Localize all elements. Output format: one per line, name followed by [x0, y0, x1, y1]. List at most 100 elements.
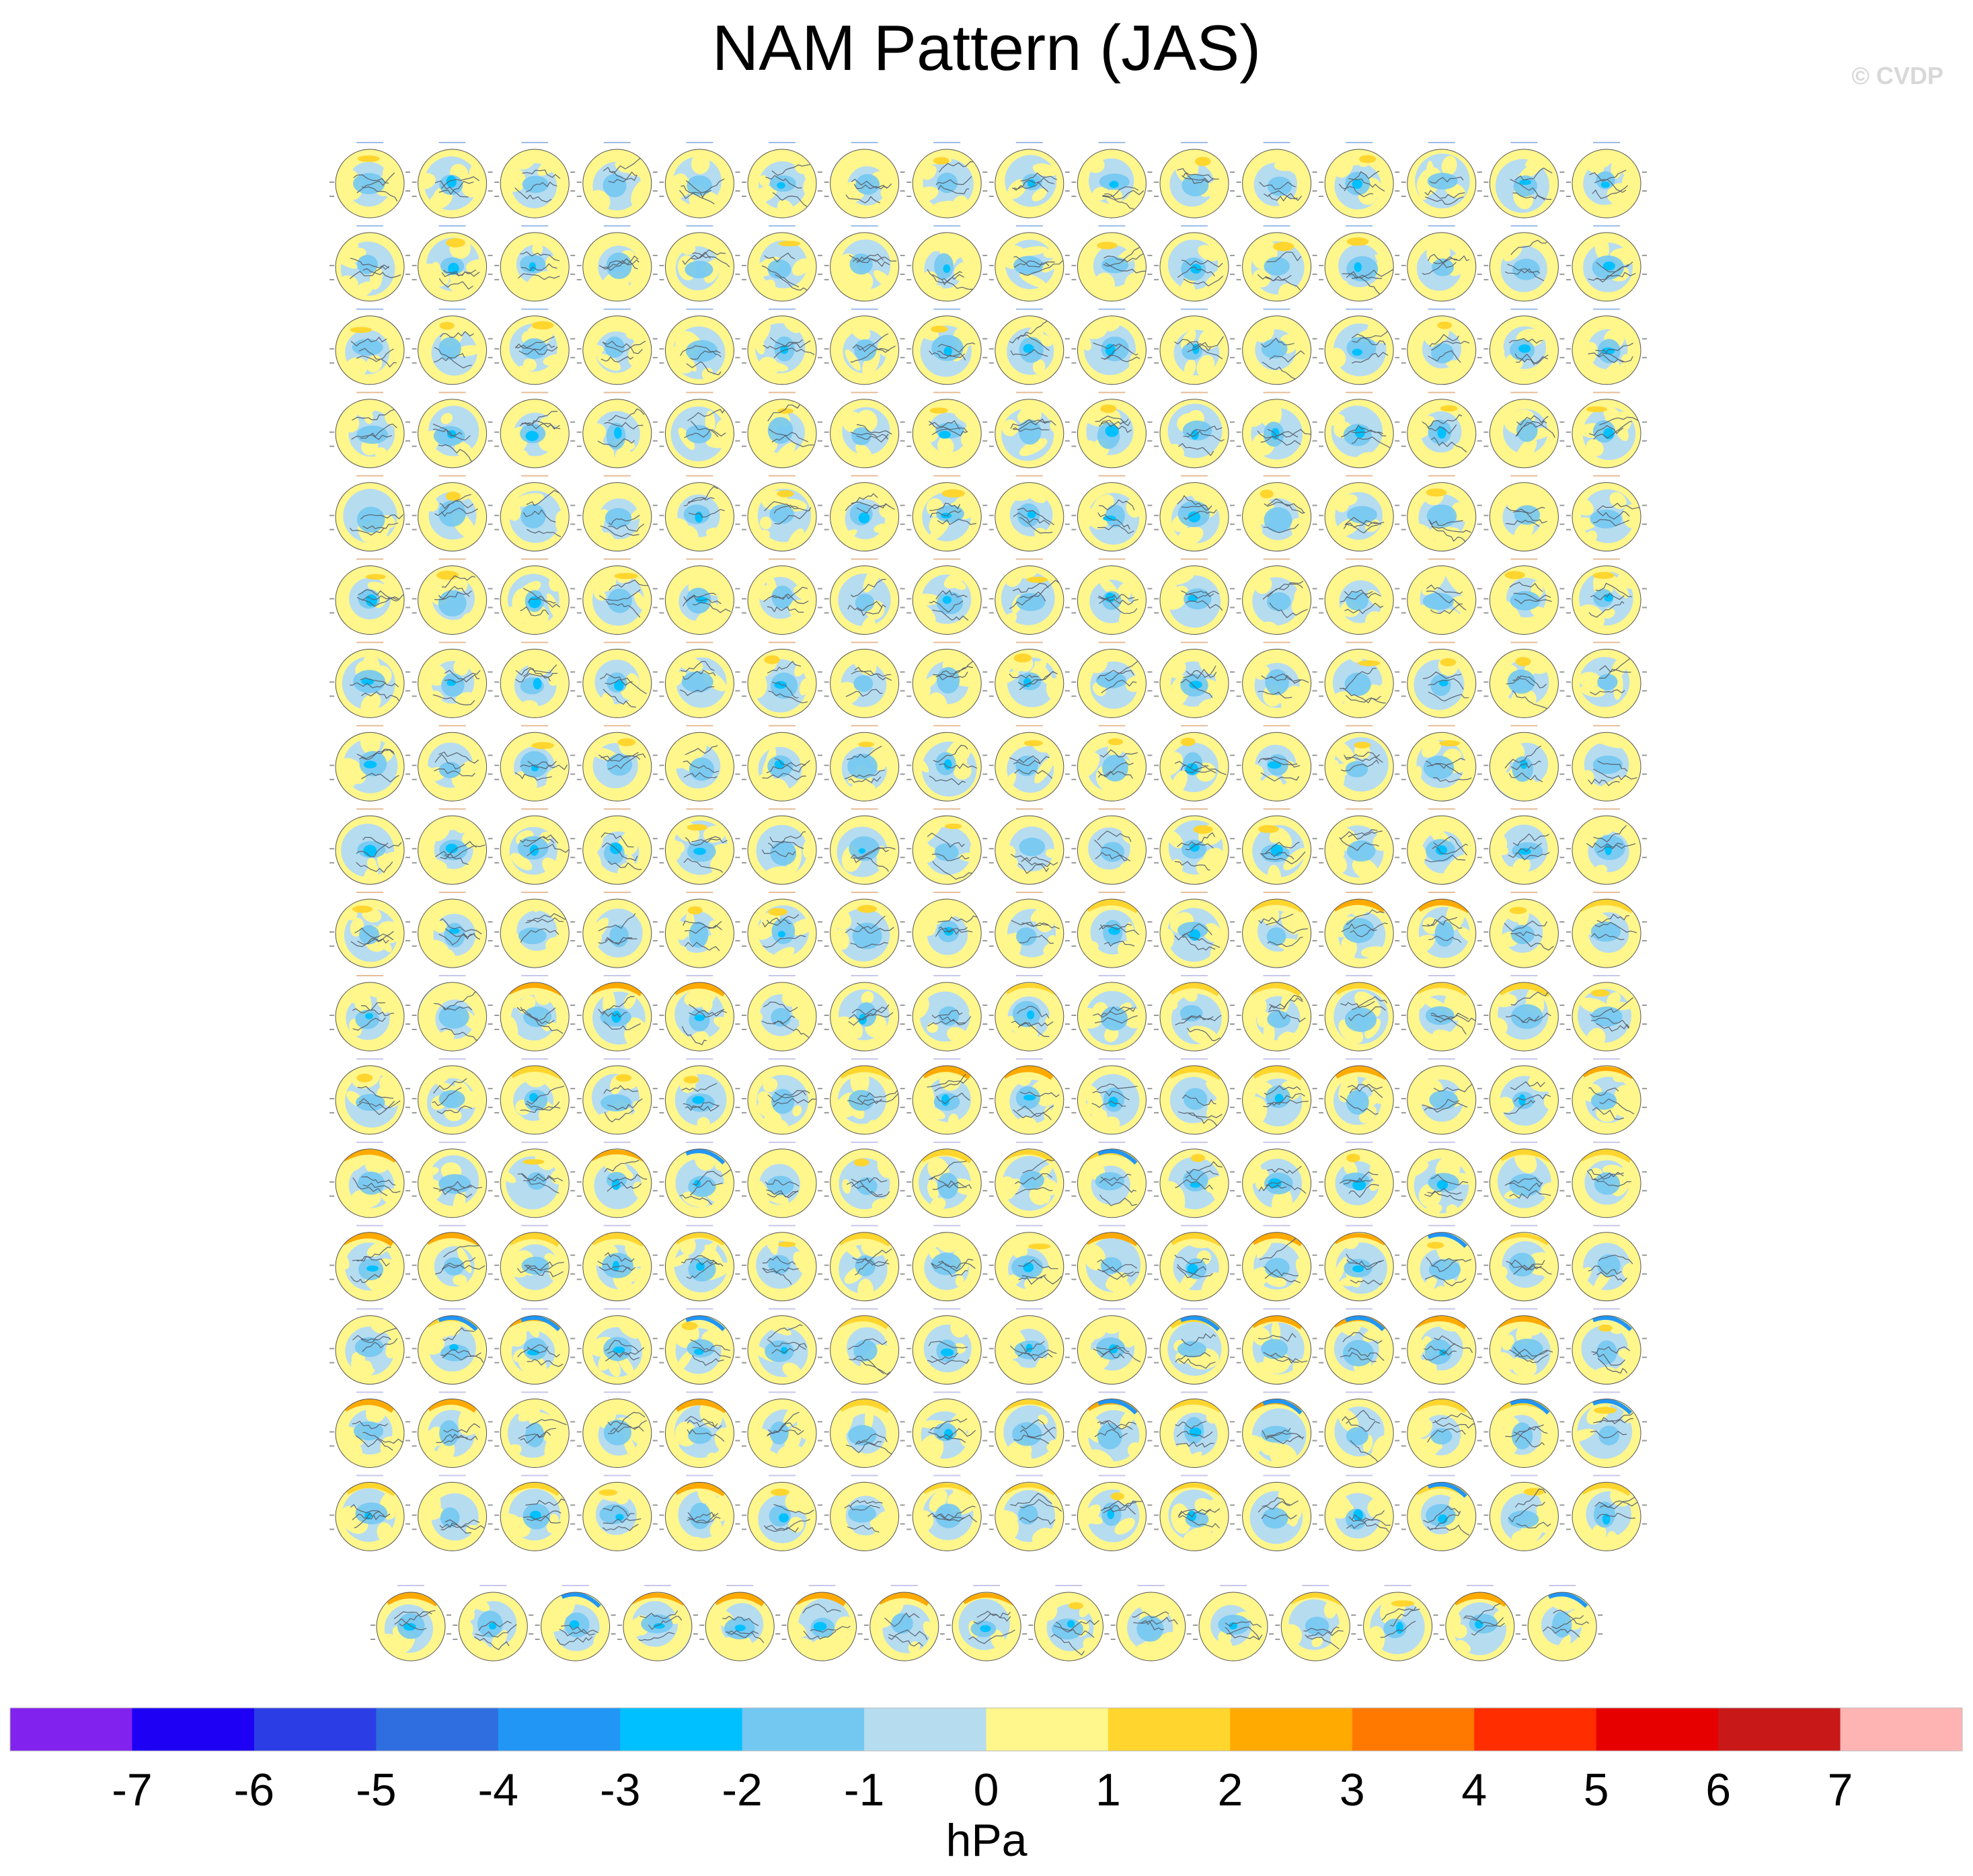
positive-anomaly	[418, 649, 487, 718]
panel-title	[603, 1475, 631, 1477]
graticule-label	[576, 1195, 582, 1197]
positive-anomaly	[439, 321, 455, 330]
graticule-label	[576, 695, 582, 697]
graticule-label	[1071, 945, 1077, 947]
panel-title	[1510, 1058, 1538, 1060]
positive-anomaly	[875, 1511, 896, 1536]
map-panel	[1154, 308, 1235, 385]
coastline	[682, 592, 731, 613]
positive-anomaly	[370, 1317, 389, 1334]
graticule-label	[576, 362, 582, 364]
graticule-label	[735, 171, 740, 173]
map-border	[335, 1148, 405, 1218]
graticule-label	[1483, 1528, 1489, 1530]
map-panel	[1193, 1585, 1274, 1662]
graticule-label	[405, 338, 410, 340]
graticule-label	[1559, 1023, 1565, 1025]
map-border	[541, 1592, 611, 1662]
map-border	[418, 315, 488, 385]
positive-anomaly	[1440, 405, 1458, 412]
graticule-label	[1154, 529, 1159, 531]
graticule-label	[488, 1504, 493, 1506]
graticule-label	[1071, 182, 1077, 183]
negative-anomaly	[520, 750, 549, 778]
graticule-label	[906, 196, 912, 197]
graticule-label	[742, 931, 746, 933]
graticule-label	[576, 945, 582, 947]
graticule-label	[494, 264, 500, 266]
graticule-label	[1230, 421, 1235, 423]
panel-title	[851, 142, 878, 143]
graticule-label	[1269, 1633, 1274, 1635]
panel-title	[1181, 1475, 1208, 1477]
graticule-label	[900, 1106, 905, 1108]
positive-anomaly	[1338, 1409, 1359, 1433]
negative-anomaly	[695, 596, 708, 604]
map-border	[747, 1399, 817, 1468]
positive-anomaly	[418, 923, 433, 937]
graticule-label	[1566, 529, 1571, 531]
positive-anomaly	[959, 852, 982, 862]
panel-title	[1593, 725, 1620, 727]
graticule-label	[1071, 196, 1077, 197]
map-border	[1242, 1065, 1312, 1135]
panel-title	[356, 308, 383, 310]
graticule-label	[989, 1029, 994, 1030]
coastline	[1225, 1620, 1263, 1641]
graticule-label	[1566, 695, 1571, 697]
coastline	[1346, 1253, 1385, 1286]
map-panel	[659, 391, 740, 469]
coastline	[1013, 1419, 1056, 1444]
map-panel	[494, 1475, 576, 1551]
map-border	[1324, 1065, 1394, 1135]
panel-title	[521, 892, 549, 894]
positive-anomaly	[919, 914, 937, 935]
graticule-label	[824, 1347, 829, 1350]
map-border	[1489, 149, 1559, 219]
map-panel	[576, 391, 658, 469]
positive-anomaly	[592, 567, 617, 592]
map-panel	[659, 558, 740, 635]
positive-anomaly	[531, 742, 554, 750]
graticule-label	[617, 1625, 622, 1626]
graticule-label	[1147, 1523, 1153, 1525]
coastline	[1588, 416, 1641, 440]
graticule-label	[1230, 940, 1235, 942]
graticule-label	[1477, 421, 1482, 423]
negative-anomaly	[1187, 1510, 1197, 1522]
panel-title	[1510, 1475, 1538, 1477]
graticule-label	[900, 921, 905, 923]
positive-anomaly	[799, 678, 810, 696]
graticule-label	[735, 440, 740, 442]
positive-anomaly	[778, 241, 801, 247]
map-panel	[1071, 142, 1153, 219]
map-border	[1077, 815, 1147, 885]
graticule-label	[1154, 514, 1159, 516]
map-border	[418, 1148, 488, 1218]
graticule-label	[330, 1445, 334, 1447]
coastline	[600, 673, 647, 708]
map-panel	[906, 142, 988, 219]
coastline	[1099, 923, 1140, 947]
negative-anomaly	[1431, 343, 1455, 364]
coastline	[597, 408, 645, 448]
map-border	[582, 1148, 652, 1218]
graticule-label	[1477, 1337, 1482, 1339]
coastline	[433, 1181, 483, 1198]
graticule-label	[570, 690, 576, 692]
graticule-label	[989, 1514, 994, 1516]
positive-anomaly	[1077, 514, 1095, 528]
graticule-label	[1236, 862, 1241, 864]
graticule-label	[371, 1639, 375, 1640]
graticule-label	[1395, 254, 1400, 256]
negative-anomaly	[1101, 754, 1128, 782]
graticule-label	[488, 754, 493, 756]
panel-title	[1098, 225, 1126, 227]
coastline	[1258, 913, 1308, 947]
map-border	[376, 1592, 446, 1662]
positive-anomaly	[1106, 188, 1123, 205]
map-border	[1324, 982, 1394, 1052]
graticule-label	[1312, 1356, 1317, 1358]
map-border	[995, 898, 1065, 968]
negative-anomaly	[935, 1503, 962, 1528]
